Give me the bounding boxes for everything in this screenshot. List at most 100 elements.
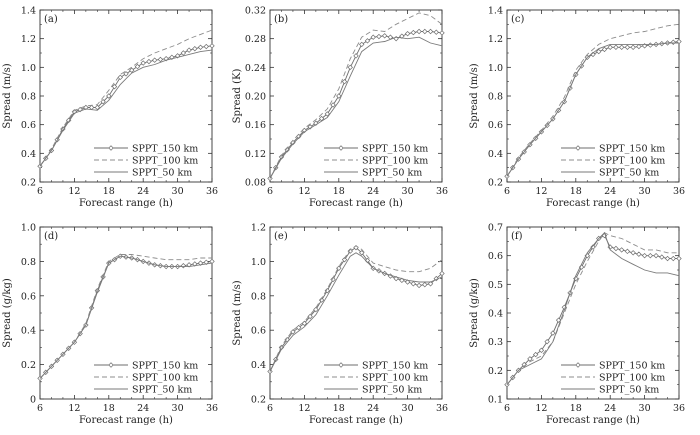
series-marker <box>157 56 164 63</box>
y-axis-label: Spread (K) <box>232 69 243 124</box>
series-marker <box>532 351 539 358</box>
series-marker <box>433 29 439 35</box>
y-axis-label: Spread (g/kg) <box>2 278 13 348</box>
y-axis-label: Spread (m/s) <box>469 63 480 128</box>
series-marker <box>641 252 648 259</box>
y-tick-label: 0.4 <box>488 309 503 320</box>
y-tick-label: 0.2 <box>251 395 266 406</box>
series-line <box>269 247 443 372</box>
series-marker <box>376 33 382 40</box>
series-line <box>269 252 443 372</box>
series-marker <box>618 247 625 253</box>
y-tick-label: 0.2 <box>21 360 36 371</box>
legend-label: SPPT_50 km <box>132 385 192 396</box>
series-marker <box>341 78 348 85</box>
series-marker <box>613 44 619 50</box>
series-marker <box>550 330 556 336</box>
series-marker <box>624 44 631 50</box>
y-tick-label: 0.2 <box>488 178 503 189</box>
y-tick-label: 0.6 <box>21 291 36 302</box>
x-tick-label: 36 <box>206 403 218 414</box>
series-marker <box>123 71 129 77</box>
y-tick-label: 0.8 <box>488 92 503 103</box>
series-marker <box>664 255 671 262</box>
y-tick-label: 0.6 <box>21 120 36 131</box>
series-marker <box>140 60 146 66</box>
panel-label: (d) <box>44 231 58 242</box>
x-tick-label: 6 <box>37 186 43 197</box>
series-marker <box>146 58 152 65</box>
x-tick-label: 36 <box>436 403 448 414</box>
series-marker <box>647 252 654 259</box>
series-marker <box>324 287 331 294</box>
series-marker <box>590 244 596 250</box>
series-marker <box>527 356 533 362</box>
y-tick-label: 0.28 <box>245 34 266 45</box>
y-axis-label: Spread (m/s) <box>2 63 13 128</box>
series-marker <box>313 120 319 126</box>
series-marker <box>676 255 682 262</box>
panel-label: (f) <box>511 231 523 242</box>
y-tick-label: 1.2 <box>488 34 503 45</box>
legend-label: SPPT_100 km <box>362 156 428 167</box>
series-marker <box>416 28 422 35</box>
x-tick-label: 30 <box>172 186 184 197</box>
x-tick-label: 30 <box>402 403 414 414</box>
legend-label: SPPT_150 km <box>599 361 665 372</box>
series-marker <box>186 47 192 53</box>
series-line <box>269 36 443 179</box>
x-tick-label: 36 <box>673 403 685 414</box>
series-marker <box>209 43 215 49</box>
chart-panel: (c) 6 12 18 24 30 36 0.2 0.4 0.6 0.8 1.0 1.2 1.4 Forec… <box>469 6 685 210</box>
legend-label: SPPT_50 km <box>362 168 422 179</box>
series-marker <box>422 28 428 35</box>
series-line <box>39 49 213 167</box>
series-line <box>506 231 680 385</box>
series-marker <box>653 252 659 259</box>
series-marker <box>330 102 336 108</box>
x-axis-label: Forecast range (h) <box>79 198 173 209</box>
y-tick-label: 0.4 <box>251 360 266 371</box>
y-tick-label: 0.4 <box>488 149 503 160</box>
x-axis-label: Forecast range (h) <box>546 415 640 426</box>
x-axis-label: Forecast range (h) <box>309 198 403 209</box>
x-tick-label: 18 <box>103 403 115 414</box>
x-tick-label: 18 <box>570 403 582 414</box>
legend-label: SPPT_50 km <box>132 168 192 179</box>
legend-label: SPPT_100 km <box>132 156 198 167</box>
series-marker <box>538 347 545 353</box>
x-tick-label: 24 <box>137 186 149 197</box>
y-tick-label: 0.8 <box>21 92 36 103</box>
series-marker <box>647 42 654 48</box>
y-tick-label: 1.4 <box>21 6 36 17</box>
legend-label: SPPT_50 km <box>599 385 659 396</box>
series-marker <box>94 104 101 111</box>
legend-label: SPPT_150 km <box>362 144 428 155</box>
y-tick-label: 0.32 <box>245 6 266 17</box>
series-marker <box>209 258 215 265</box>
x-tick-label: 12 <box>68 186 80 197</box>
x-tick-label: 6 <box>267 186 273 197</box>
series-marker <box>636 251 642 257</box>
chart-panel: (d) 6 12 18 24 30 36 0 0.2 0.4 0.6 0.8 1.0 Forecast r… <box>2 223 218 427</box>
x-tick-label: 24 <box>137 403 149 414</box>
y-tick-label: 0.20 <box>245 92 266 103</box>
series-marker <box>192 46 198 52</box>
series-marker <box>630 250 636 256</box>
series-marker <box>607 44 613 50</box>
series-marker <box>410 281 417 287</box>
panel-label: (c) <box>511 14 525 25</box>
y-tick-label: 0.3 <box>488 337 503 348</box>
series-marker <box>100 99 106 105</box>
series-marker <box>439 30 445 36</box>
x-tick-label: 24 <box>367 403 379 414</box>
x-axis-label: Forecast range (h) <box>309 415 403 426</box>
y-tick-label: 0.6 <box>488 251 503 262</box>
series-line <box>506 232 679 385</box>
x-axis-label: Forecast range (h) <box>79 415 173 426</box>
legend-marker <box>575 362 581 368</box>
x-axis-label: Forecast range (h) <box>546 198 640 209</box>
series-marker <box>111 83 118 90</box>
series-marker <box>630 44 636 50</box>
series-marker <box>555 317 562 323</box>
